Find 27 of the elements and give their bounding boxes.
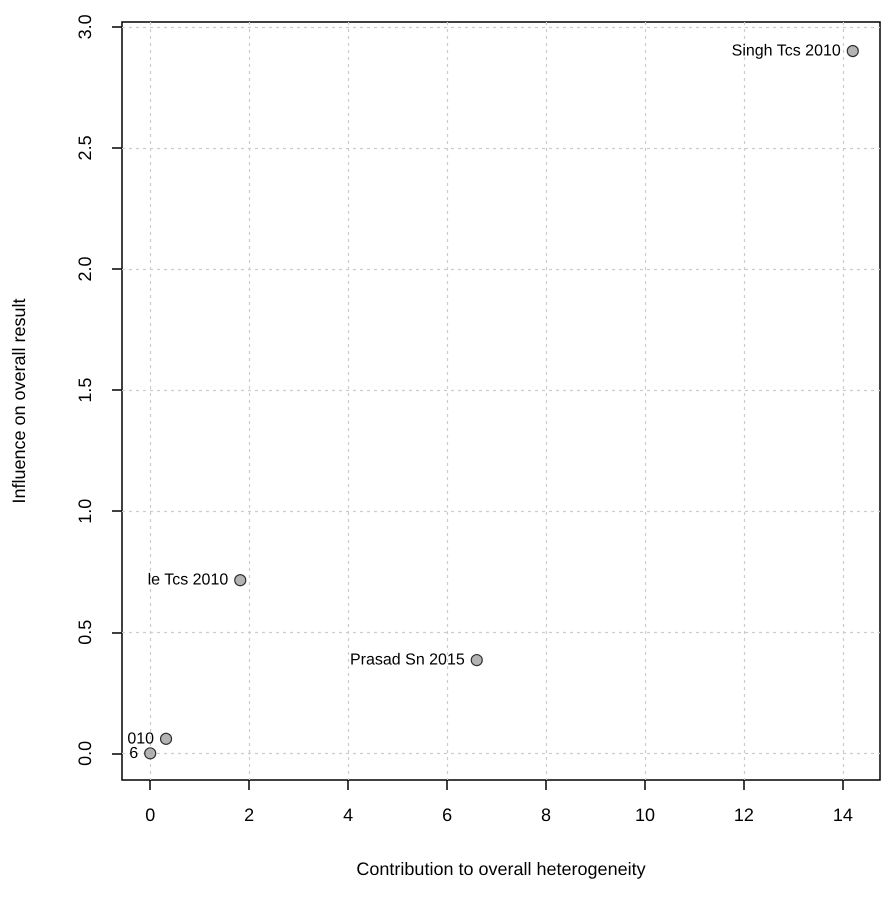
- x-tick-label: 10: [634, 805, 655, 825]
- y-tick-label: 1.5: [75, 378, 95, 403]
- annotation: Singh Tcs 2010: [732, 42, 841, 60]
- y-tick-label: 1.0: [75, 498, 95, 524]
- x-tick-label: 8: [541, 805, 552, 825]
- annotation: Prasad Sn 2015: [350, 652, 465, 669]
- point: [846, 44, 859, 58]
- x-tick-label: 14: [832, 805, 853, 825]
- point: [160, 732, 172, 745]
- x-axis-title: Contribution to overall heterogeneity: [356, 859, 646, 879]
- x-tick-label: 6: [442, 805, 452, 825]
- annotation: 6: [129, 744, 138, 762]
- y-tick-label: 2.5: [75, 135, 95, 160]
- y-tick-label: 3.0: [75, 14, 95, 40]
- point: [470, 654, 483, 666]
- x-tick-label: 2: [244, 805, 254, 825]
- y-tick-label: 0.0: [75, 740, 95, 766]
- x-tick-label: 12: [734, 805, 754, 825]
- point: [234, 574, 246, 586]
- x-tick-label: 4: [343, 805, 354, 825]
- y-axis-title: Influence on overall result: [9, 298, 29, 504]
- annotation: 010: [127, 730, 154, 748]
- x-tick-label: 0: [145, 805, 156, 825]
- y-tick-label: 2.0: [75, 256, 95, 282]
- point: [144, 747, 156, 760]
- y-tick-label: 0.5: [75, 620, 95, 645]
- annotation: le Tcs 2010: [148, 572, 228, 589]
